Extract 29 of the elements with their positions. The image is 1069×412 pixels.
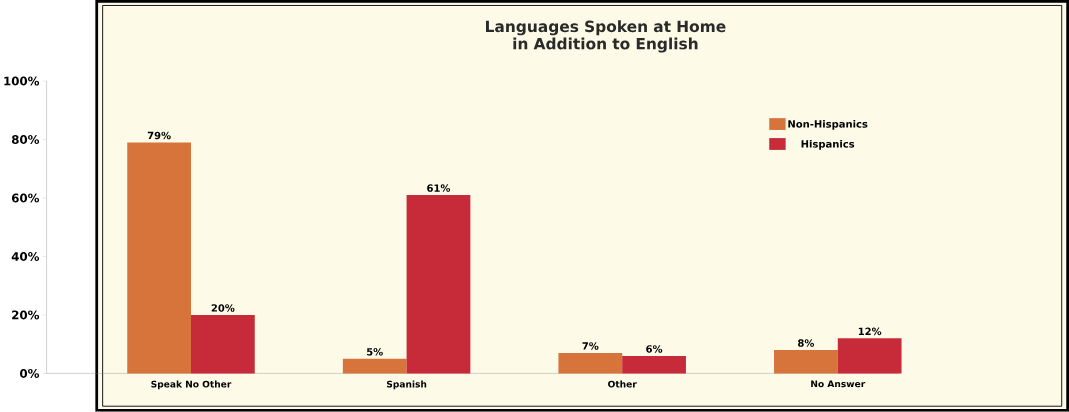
y-tick-label: 40%: [11, 252, 40, 262]
y-tick-label: 60%: [11, 193, 40, 203]
x-tick-label: Speak No Other: [151, 380, 232, 390]
y-tick-label: 20%: [12, 310, 40, 320]
bar: [406, 195, 471, 374]
data-label: 5%: [367, 348, 383, 356]
bar: [622, 356, 686, 374]
data-label: 8%: [798, 339, 815, 347]
x-tick-label: Other: [608, 380, 637, 388]
data-label: 12%: [858, 327, 882, 336]
bar: [558, 353, 623, 374]
x-tick-label: Spanish: [386, 380, 427, 390]
y-tick-label: 100%: [4, 76, 40, 86]
bar: [342, 358, 407, 374]
data-label: 7%: [582, 342, 599, 350]
data-label: 20%: [211, 304, 235, 312]
data-label: 6%: [646, 345, 663, 353]
legend-label: Hispanics: [801, 140, 855, 150]
data-label: 61%: [427, 184, 451, 193]
bar: [191, 315, 255, 374]
data-label: 79%: [147, 131, 171, 140]
bar: [127, 142, 191, 374]
chart-title: Languages Spoken at Home in Addition to English: [486, 20, 726, 53]
bar: [837, 338, 902, 374]
bar: [774, 350, 838, 374]
y-tick-label: 0%: [20, 369, 40, 379]
y-tick-label: 80%: [11, 135, 40, 145]
x-tick-label: No Answer: [811, 380, 866, 388]
legend-label: Non-Hispanics: [788, 120, 868, 130]
